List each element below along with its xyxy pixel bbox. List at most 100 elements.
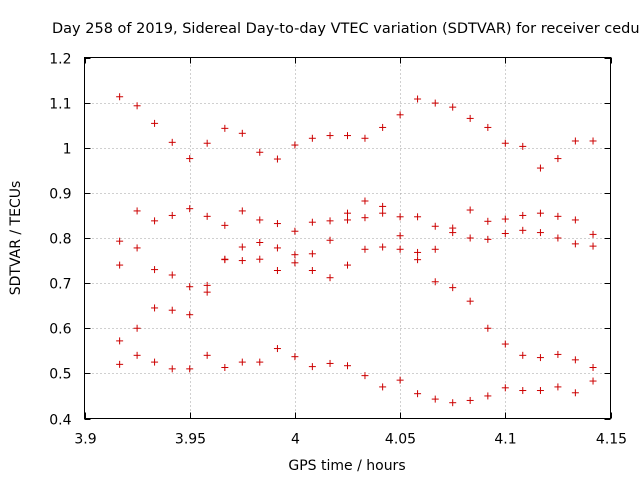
data-point-series-1 [571,137,579,145]
data-point-series-5 [379,383,387,391]
data-point-series-5 [203,351,211,359]
data-point-series-1 [466,114,474,122]
data-point-series-5 [116,337,124,345]
data-point-series-3 [536,229,544,237]
data-point-series-2 [361,197,369,205]
data-point-series-2 [501,215,509,223]
data-point-series-4 [326,274,334,282]
data-point-series-4 [221,256,229,264]
data-point-series-3 [396,232,404,240]
data-point-series-3 [168,271,176,279]
x-axis-label: GPS time / hours [288,458,405,474]
data-point-series-1 [396,111,404,119]
data-point-series-2 [519,211,527,219]
data-point-series-5 [308,363,316,371]
data-point-series-3 [326,236,334,244]
data-point-series-2 [238,207,246,215]
data-point-series-2 [431,222,439,230]
data-point-series-3 [519,226,527,234]
x-tick-labels: 3.9 3.95 4 4.05 4.1 4.15 [74,432,627,448]
data-point-series-6 [571,356,579,364]
data-point-series-6 [589,364,597,372]
data-point-series-6 [133,351,141,359]
data-point-series-5 [291,353,299,361]
data-point-series-1 [238,129,246,137]
data-point-series-5 [501,384,509,392]
data-point-series-2 [326,217,334,225]
data-point-series-2 [256,216,264,224]
data-point-series-3 [379,209,387,217]
data-point-series-1 [361,134,369,142]
data-point-series-3 [484,235,492,243]
data-point-series-1 [449,103,457,111]
data-point-series-4 [203,288,211,296]
data-point-series-2 [116,237,124,245]
data-point-series-5 [589,377,597,385]
data-point-series-4 [256,255,264,263]
data-point-series-2 [414,213,422,221]
data-point-series-5 [536,387,544,395]
data-point-series-2 [291,227,299,235]
y-tick-labels: 0.4 0.5 0.6 0.7 0.8 0.9 1 1.1 1.2 [49,52,71,429]
data-point-series-4 [344,261,351,269]
data-point-series-2 [571,216,579,224]
data-point-series-3 [151,266,159,274]
data-points [116,93,597,407]
data-point-series-5 [466,396,474,404]
data-point-series-1 [133,102,141,110]
data-point-series-5 [221,364,229,372]
data-point-series-1 [431,99,439,107]
data-point-series-1 [536,164,544,172]
data-point-series-2 [221,221,229,229]
data-point-series-3 [308,250,316,258]
y-axis-label: SDTVAR / TECUs [8,181,24,296]
data-point-series-2 [168,211,176,219]
data-point-series-3 [449,229,457,237]
data-point-series-2 [536,209,544,217]
data-point-series-4 [484,324,492,332]
data-point-series-2 [396,213,404,221]
y-tick-label: 0.7 [49,277,71,293]
data-point-series-5 [571,389,579,397]
data-point-series-1 [484,123,492,131]
data-point-series-3 [554,234,562,242]
data-point-series-6 [116,360,124,368]
data-point-series-5 [256,358,264,366]
data-point-series-3 [186,283,194,291]
data-point-series-4 [273,266,281,274]
y-tick-label: 0.4 [49,413,71,429]
data-point-series-5 [361,372,369,380]
data-point-series-3 [589,242,597,250]
data-point-series-1 [308,134,316,142]
data-point-series-3 [431,245,439,253]
data-point-series-4 [308,266,316,274]
data-point-series-1 [554,155,562,163]
data-point-series-5 [554,383,562,391]
data-point-series-6 [168,365,176,373]
data-point-series-5 [186,311,194,319]
data-point-series-6 [536,354,544,362]
data-point-series-1 [151,119,159,127]
data-point-series-3 [466,234,474,242]
data-point-series-2 [186,205,194,213]
data-point-series-2 [554,212,562,220]
data-point-series-1 [291,141,299,149]
data-point-series-5 [449,399,457,407]
y-tick-label: 1.1 [49,97,71,113]
data-point-series-3 [203,281,211,289]
data-point-series-5 [168,306,176,314]
y-tick-label: 0.5 [49,367,71,383]
data-point-series-1 [116,93,124,101]
x-tick-label: 3.95 [175,432,206,448]
data-point-series-1 [414,95,422,103]
data-point-series-1 [589,137,597,145]
data-point-series-1 [221,124,229,132]
data-point-series-1 [256,148,264,156]
data-point-series-2 [273,220,281,228]
data-point-series-1 [344,132,351,140]
x-tick-label: 3.9 [74,432,96,448]
data-point-series-5 [238,358,246,366]
x-tick-label: 4.1 [494,432,516,448]
data-point-series-4 [361,245,369,253]
data-point-series-5 [273,345,281,353]
